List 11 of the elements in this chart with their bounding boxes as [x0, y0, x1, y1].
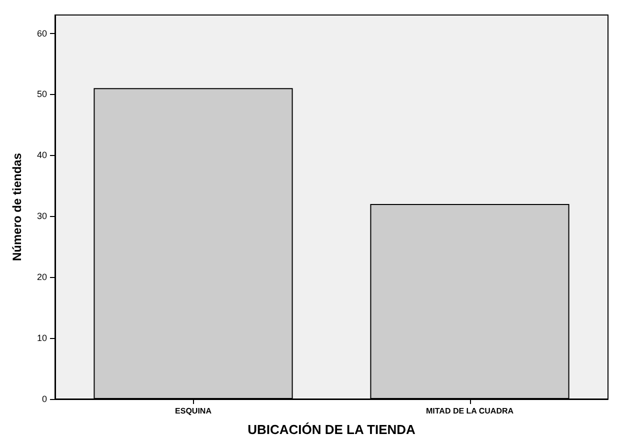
y-tick-label: 0	[42, 394, 47, 404]
x-axis-title: UBICACIÓN DE LA TIENDA	[248, 422, 416, 437]
y-tick-label: 30	[36, 211, 47, 222]
x-tick-label: ESQUINA	[175, 406, 212, 416]
y-tick-label: 20	[36, 272, 47, 282]
y-tick-label: 40	[36, 150, 47, 160]
y-tick-label: 50	[36, 89, 47, 100]
y-axis-title: Número de tiendas	[10, 152, 24, 262]
y-tick-label: 60	[36, 28, 47, 38]
x-tick-label: MITAD DE LA CUADRA	[426, 406, 514, 416]
y-tick-label: 10	[36, 333, 47, 344]
